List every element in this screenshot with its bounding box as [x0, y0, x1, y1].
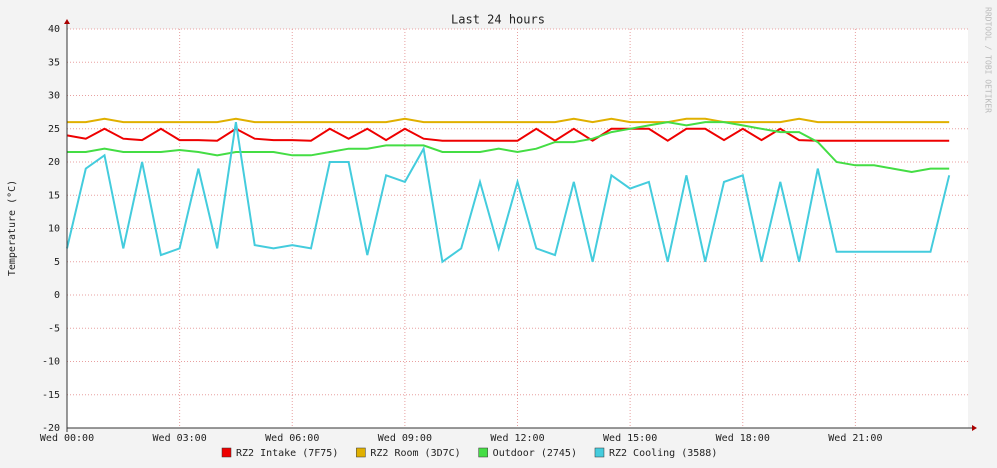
y-tick-label: -10	[42, 357, 60, 368]
chart-title: Last 24 hours	[451, 13, 545, 27]
y-tick-label: 25	[48, 124, 60, 135]
x-tick-label: Wed 18:00	[716, 433, 770, 444]
legend-swatch	[221, 447, 232, 458]
x-tick-label: Wed 06:00	[265, 433, 319, 444]
y-tick-label: 30	[48, 91, 60, 102]
x-tick-label: Wed 03:00	[153, 433, 207, 444]
legend-swatch	[356, 447, 366, 458]
y-tick-label: 5	[54, 257, 60, 268]
x-tick-label: Wed 12:00	[490, 433, 544, 444]
legend-label: Outdoor (2745)	[493, 448, 577, 459]
watermark: RRDTOOL / TOBI OETIKER	[984, 7, 993, 113]
legend-swatch	[478, 447, 488, 458]
y-tick-label: 15	[48, 190, 60, 201]
series-line	[66, 121, 951, 264]
legend-swatch	[594, 447, 605, 458]
legend-label: RZ2 Cooling (3588)	[609, 448, 717, 459]
x-tick-label: Wed 09:00	[378, 433, 432, 444]
series-line	[67, 121, 950, 174]
y-tick-label: -5	[48, 323, 60, 334]
legend-label: RZ2 Room (3D7C)	[370, 448, 460, 459]
y-tick-label: 40	[48, 24, 60, 35]
y-tick-label: -15	[42, 390, 60, 401]
x-arrow	[972, 425, 977, 431]
x-tick-label: Wed 21:00	[828, 433, 882, 444]
legend-label: RZ2 Intake (7F75)	[236, 448, 338, 459]
y-tick-label: 10	[48, 224, 60, 235]
series-line	[66, 127, 950, 142]
y-tick-label: -20	[42, 423, 60, 434]
x-tick-label: Wed 15:00	[603, 433, 657, 444]
y-tick-label: 20	[48, 157, 60, 168]
y-tick-label: 0	[54, 290, 60, 301]
series-line	[67, 117, 950, 124]
x-tick-label: Wed 00:00	[40, 433, 94, 444]
y-axis-label: Temperature (°C)	[7, 180, 18, 276]
y-tick-label: 35	[48, 57, 60, 68]
y-arrow	[64, 19, 70, 24]
